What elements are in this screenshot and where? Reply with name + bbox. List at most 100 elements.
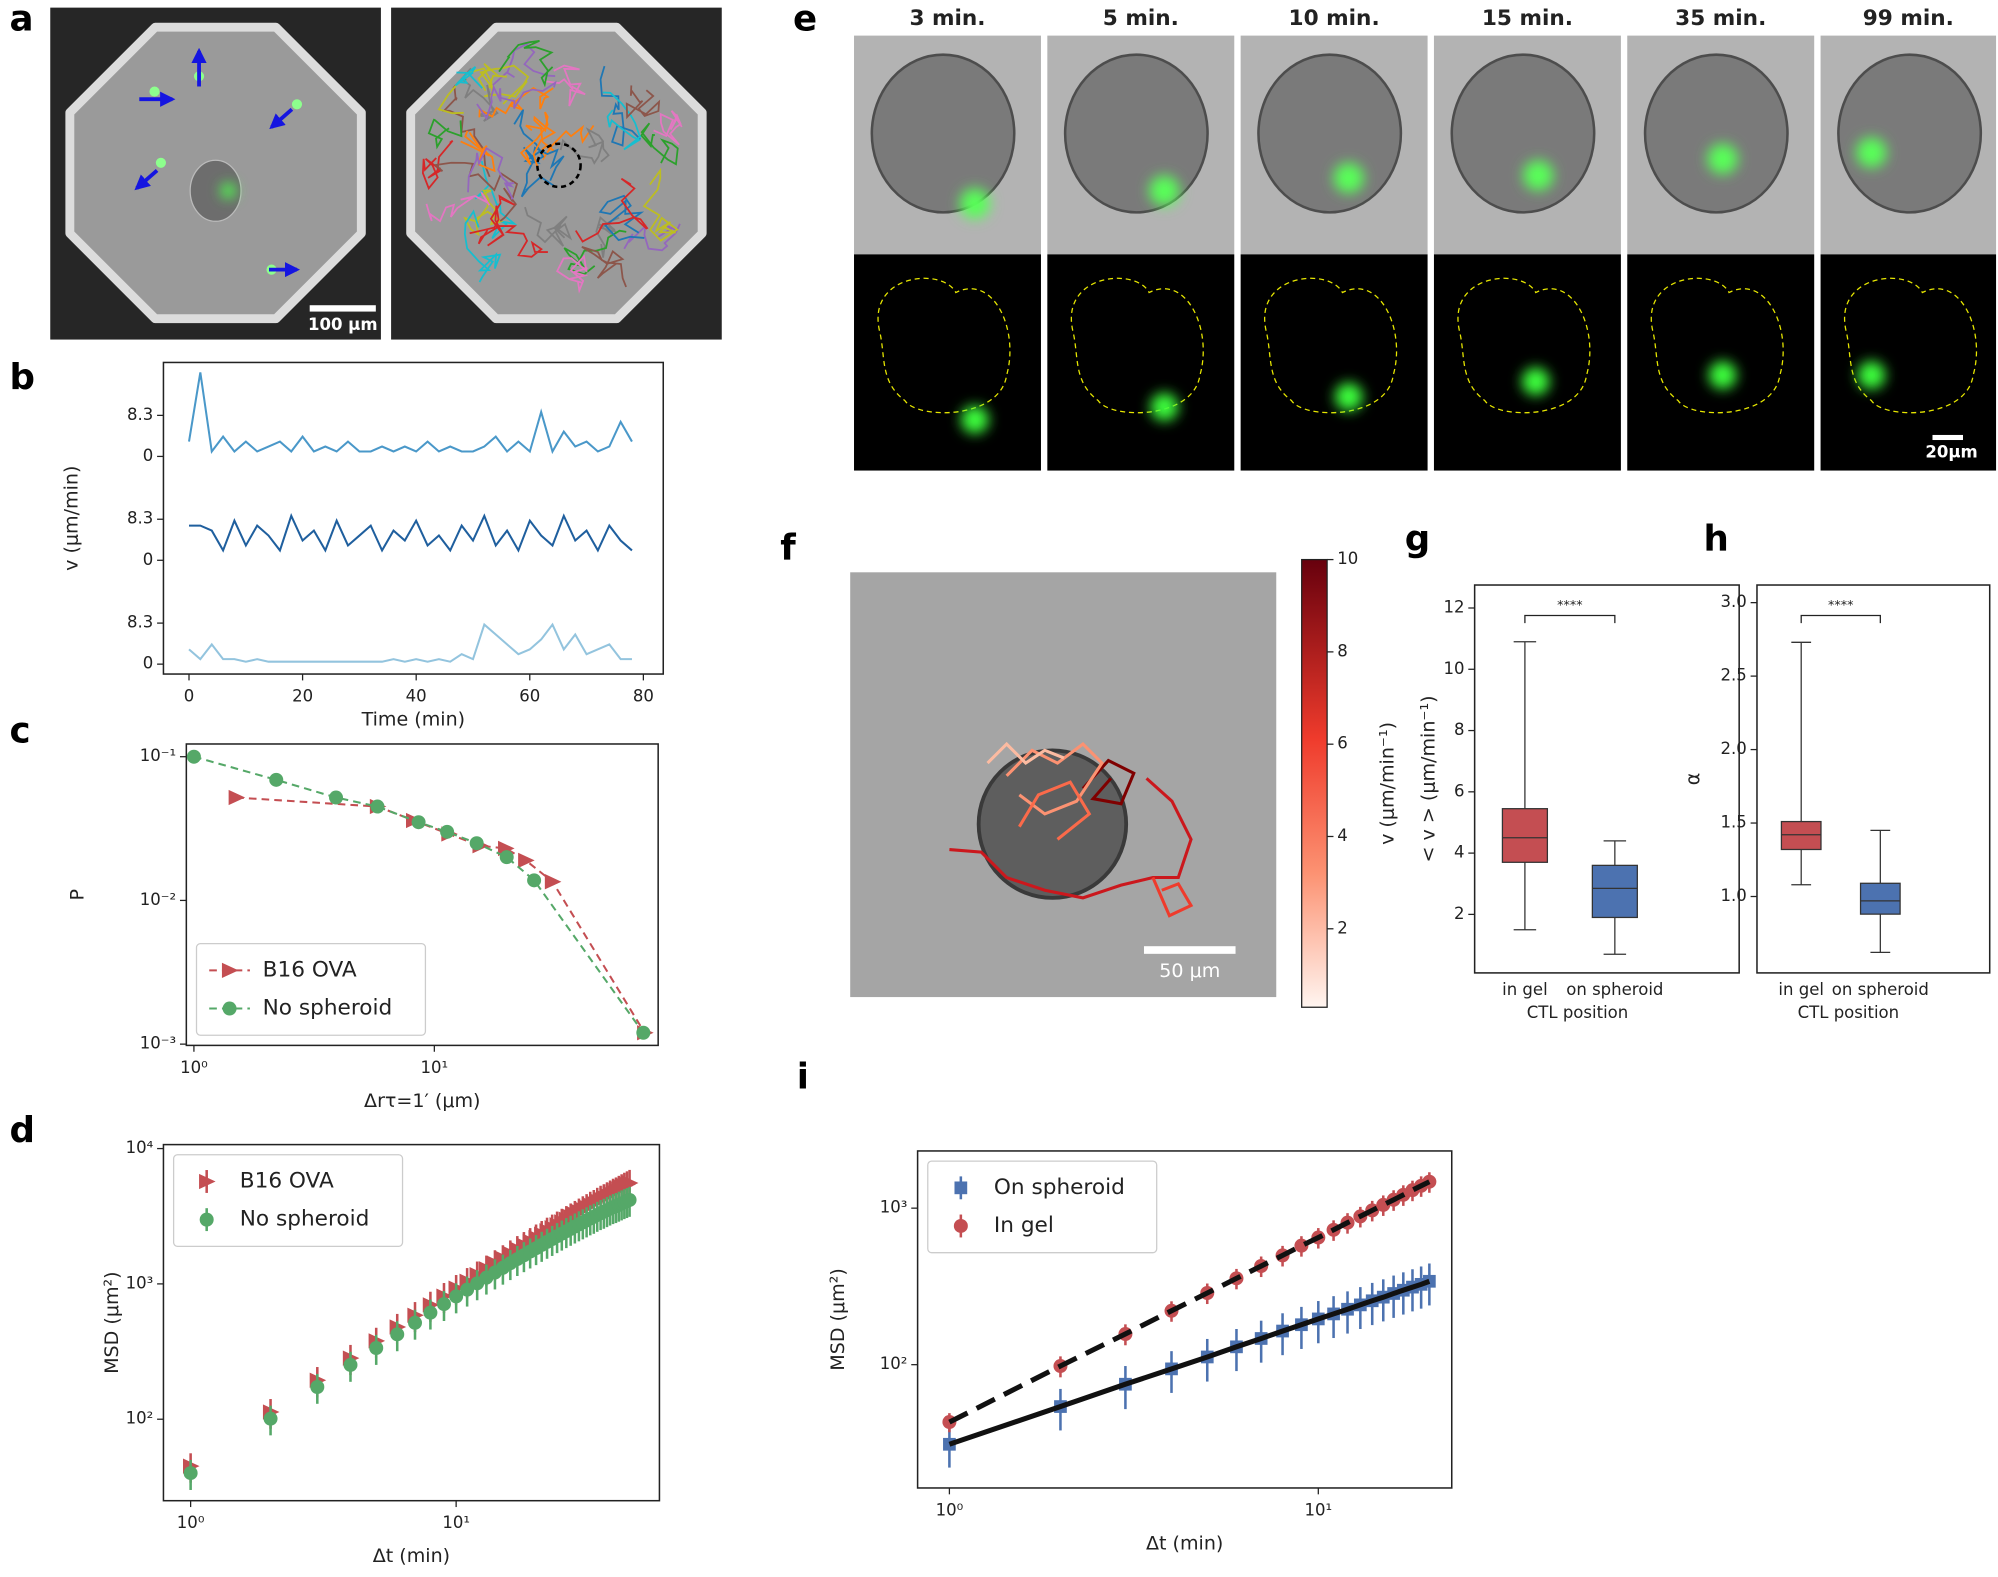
axes-frame [1756,584,1991,974]
y-tick-label: 10 [1443,659,1464,678]
y-axis-label: MSD (μm²) [827,1268,849,1371]
track [574,177,649,243]
marker [499,850,514,865]
spheroid [870,53,1016,214]
y-tick-label: 2 [1454,904,1465,923]
marker [186,749,201,764]
marker [622,1192,637,1207]
legend-label: No spheroid [240,1207,370,1232]
significance-bracket [1800,614,1881,624]
spheroid [1643,53,1789,214]
cell [155,157,166,168]
y-tick-label: 2.0 [1721,739,1747,758]
box [1591,864,1638,919]
track [563,229,627,276]
y-tick-label: 0 [143,550,154,569]
track [581,246,627,288]
scale-bar [1932,434,1964,441]
track [986,741,1065,766]
track [559,127,610,165]
data-line [188,622,632,663]
marker [954,1181,968,1195]
track [1018,780,1092,841]
track [477,63,530,92]
track [519,111,557,171]
y-tick-label: 8.3 [127,509,153,528]
y-tick-label: 1.0 [1721,886,1747,905]
frame-label: 99 min. [1863,6,1954,31]
data-line [236,796,646,1034]
frame-label: 3 min. [909,6,985,31]
frame-label: 5 min. [1103,6,1179,31]
well [406,22,707,324]
track [543,64,586,107]
legend-label: B16 OVA [263,957,357,982]
marker [621,1175,639,1191]
cell [291,99,303,110]
legend-label: B16 OVA [240,1168,334,1193]
track [498,39,554,88]
y-tick-label: 2.5 [1721,666,1747,685]
marker [544,874,562,890]
cell-glow [1707,143,1738,175]
legend-label: No spheroid [263,996,393,1021]
x-tick-label: on spheroid [1832,980,1929,999]
marker [263,1411,278,1426]
fit-line [948,1179,1431,1425]
track [1151,876,1194,918]
cell [1334,382,1363,411]
x-tick-label: 80 [633,686,654,705]
cell-glow [1149,175,1180,207]
y-tick-label: 6 [1454,781,1465,800]
y-axis-label: α [1682,773,1704,786]
fluorescence [854,254,1041,471]
track [454,66,483,89]
data-line [188,372,633,455]
x-tick-label: 20 [292,686,313,705]
y-tick-label: 3.0 [1721,592,1747,611]
y-tick-label: 4 [1454,843,1465,862]
track [476,80,557,121]
x-axis-label: Δt (min) [1146,1532,1223,1554]
track [653,110,683,146]
track [1005,741,1104,816]
track [427,118,463,150]
x-axis-label: Δt (min) [373,1545,450,1567]
frame-label: 15 min. [1482,6,1573,31]
cell [1521,367,1550,396]
cell-glow [1333,162,1364,194]
frame-label: 35 min. [1675,6,1766,31]
panel-letter: d [10,1110,35,1151]
track [437,67,528,115]
marker [269,772,284,787]
marker [953,1218,968,1233]
panel-letter: h [1704,519,1729,560]
data-line [189,513,633,553]
panel-letter: c [10,711,31,752]
marker [370,799,385,814]
axes-frame [162,1143,661,1502]
x-tick-label: on spheroid [1566,980,1663,999]
marker [228,789,246,806]
spheroid [976,748,1129,900]
colorbar-tick-label: 10 [1337,549,1358,568]
x-tick-label: 10⁰ [180,1058,208,1077]
colorbar-tick-label: 2 [1337,918,1348,937]
legend-box [172,1154,404,1247]
y-tick-label: 1.5 [1721,813,1747,832]
scale-bar [1143,946,1236,954]
outline [1843,277,1978,414]
marker [183,1466,198,1481]
marker [469,836,484,851]
y-tick-label: 10⁻¹ [140,746,176,765]
scale-bar-label: 20μm [1925,442,1977,461]
marker [390,1327,405,1342]
marker [199,1173,216,1190]
marker [460,1282,475,1297]
spheroid [1063,53,1209,214]
data-line [193,755,645,1034]
marker [440,824,455,839]
marker [518,852,535,868]
track [478,86,554,118]
